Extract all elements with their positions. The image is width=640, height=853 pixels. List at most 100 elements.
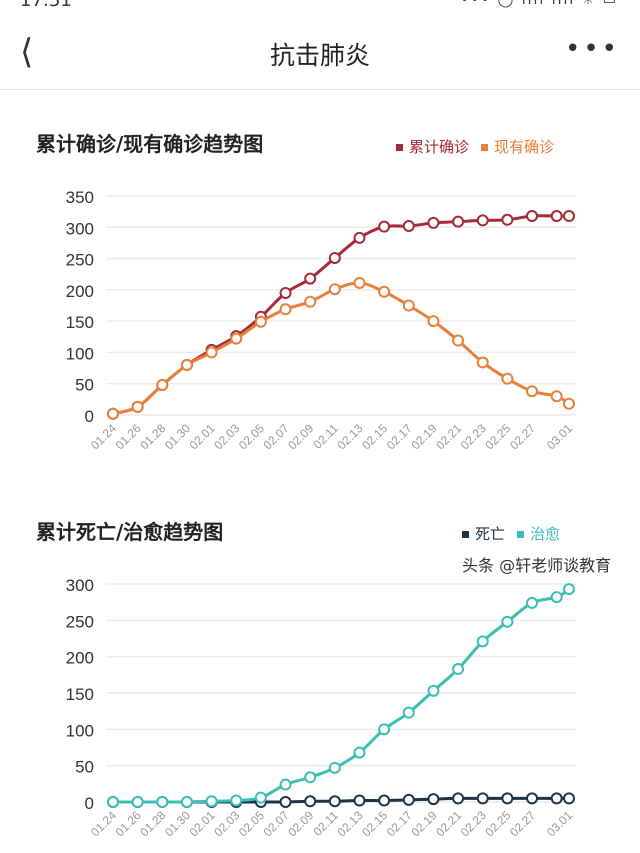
y-tick-label: 150: [66, 685, 94, 704]
x-tick-label: 02.25: [482, 808, 513, 839]
y-tick-label: 250: [66, 251, 94, 270]
legend-item[interactable]: 死亡: [462, 523, 505, 544]
data-point: [526, 385, 539, 398]
data-point: [156, 796, 169, 808]
data-point: [563, 210, 575, 223]
data-point: [328, 761, 341, 774]
x-tick-label: 03.01: [544, 808, 575, 839]
y-tick-label: 100: [66, 721, 94, 740]
data-point: [476, 356, 489, 369]
y-tick-label: 200: [66, 649, 94, 668]
y-tick-label: 150: [66, 313, 94, 332]
data-point: [402, 299, 415, 312]
page-title: 抗击肺炎: [269, 41, 370, 70]
data-point: [304, 272, 317, 285]
x-tick-label: 02.17: [384, 808, 415, 839]
data-point: [107, 407, 119, 420]
data-point: [563, 397, 575, 410]
data-point: [452, 792, 465, 805]
data-point: [452, 334, 465, 347]
data-point: [254, 315, 267, 328]
data-point: [279, 286, 292, 299]
y-tick-label: 250: [66, 612, 94, 631]
x-tick-label: 02.01: [187, 808, 218, 839]
data-point: [205, 346, 218, 359]
legend-item[interactable]: 累计确诊: [396, 136, 469, 157]
data-point: [427, 684, 440, 697]
y-tick-label: 350: [66, 188, 94, 207]
data-point: [501, 792, 514, 805]
data-point: [230, 794, 243, 807]
x-tick-label: 02.07: [261, 808, 292, 839]
y-tick-label: 300: [66, 576, 94, 595]
data-point: [131, 400, 144, 413]
data-point: [254, 791, 267, 804]
data-point: [402, 793, 415, 806]
data-point: [378, 723, 391, 736]
x-tick-label: 02.21: [433, 808, 464, 839]
data-point: [279, 778, 292, 791]
legend-swatch: [396, 144, 403, 151]
data-point: [279, 303, 292, 316]
data-point: [304, 771, 317, 784]
data-point: [131, 796, 144, 808]
data-point: [563, 792, 575, 805]
data-point: [550, 210, 563, 223]
data-point: [550, 591, 563, 604]
data-point: [156, 378, 169, 391]
y-tick-label: 100: [66, 344, 94, 363]
x-tick-label: 02.27: [507, 808, 538, 839]
data-point: [427, 315, 440, 328]
chart-title: 累计死亡/治愈趋势图: [36, 520, 224, 544]
data-point: [501, 213, 514, 226]
data-point: [353, 794, 366, 807]
data-point: [378, 794, 391, 807]
data-point: [205, 795, 218, 808]
x-tick-label: 02.11: [310, 808, 341, 839]
status-time: 17:51: [20, 0, 72, 11]
data-point: [180, 796, 193, 808]
legend: 累计确诊 现有确诊: [396, 136, 554, 157]
data-point: [107, 796, 119, 808]
y-tick-label: 50: [75, 376, 94, 395]
x-tick-label: 02.05: [236, 808, 267, 839]
status-icons: ••• ◯ ıııı ıııı ☼ ▭: [460, 0, 618, 8]
data-point: [378, 285, 391, 298]
data-point: [402, 706, 415, 719]
y-tick-label: 200: [66, 282, 94, 301]
x-tick-label: 01.30: [162, 808, 193, 839]
x-tick-label: 01.28: [137, 808, 168, 839]
data-point: [476, 214, 489, 227]
legend-item[interactable]: 现有确诊: [481, 136, 554, 157]
data-point: [563, 583, 575, 596]
legend-swatch: [517, 531, 525, 538]
data-point: [353, 746, 366, 759]
legend-label: 治愈: [530, 525, 561, 543]
data-point: [452, 215, 465, 228]
data-point: [304, 795, 317, 808]
legend-label: 死亡: [475, 525, 506, 543]
data-point: [526, 596, 539, 609]
y-tick-label: 0: [85, 794, 94, 813]
data-point: [279, 796, 292, 808]
nav-bar: ⟨ 抗击肺炎 •••: [0, 20, 640, 90]
chevron-left-icon[interactable]: ⟨: [20, 32, 34, 72]
data-point: [550, 390, 563, 403]
data-point: [230, 332, 243, 345]
data-point: [476, 792, 489, 805]
data-point: [550, 792, 563, 805]
data-point: [501, 372, 514, 385]
data-point: [304, 295, 317, 308]
x-tick-label: 02.09: [285, 808, 316, 839]
more-horizontal-icon[interactable]: •••: [564, 34, 620, 64]
x-tick-label: 02.19: [408, 808, 439, 839]
data-point: [180, 358, 193, 371]
chart-title: 累计确诊/现有确诊趋势图: [36, 132, 264, 156]
x-tick-label: 02.13: [334, 808, 365, 839]
legend: 死亡 治愈: [462, 523, 560, 544]
data-point: [427, 216, 440, 229]
data-point: [501, 615, 514, 628]
legend-item[interactable]: 治愈: [517, 523, 560, 544]
x-tick-label: 02.03: [211, 808, 242, 839]
